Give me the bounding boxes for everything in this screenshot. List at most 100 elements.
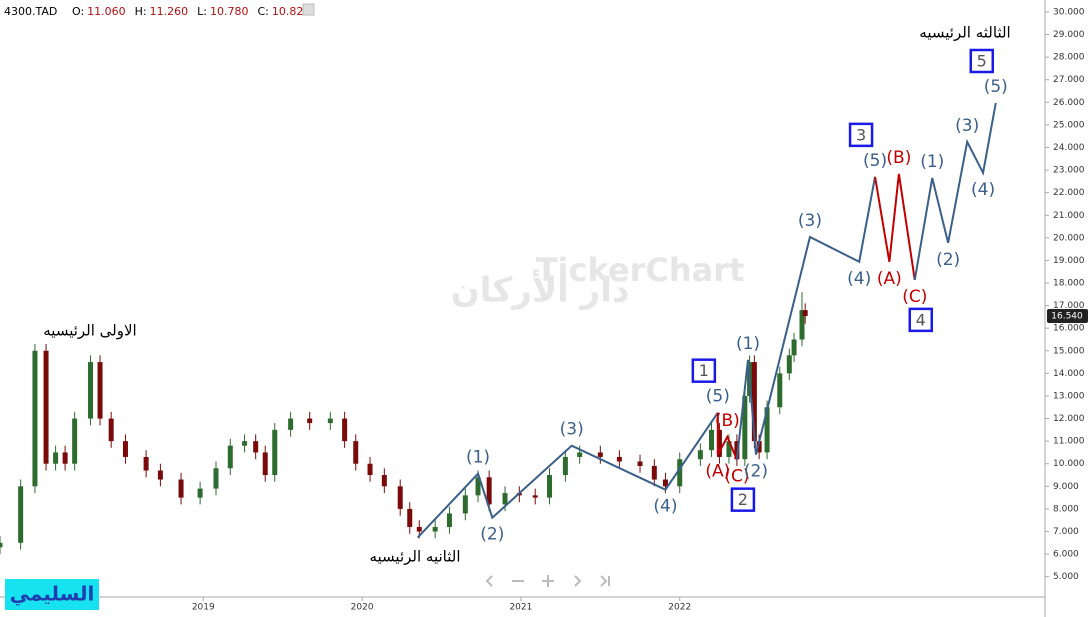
x-tick-label: 2019 bbox=[192, 603, 215, 613]
candle-body bbox=[446, 513, 452, 527]
candle-body bbox=[791, 339, 797, 356]
x-tick-label: 2021 bbox=[509, 603, 532, 613]
ohlc-value: 10.780 bbox=[210, 5, 249, 18]
candle-body bbox=[486, 477, 492, 505]
wave-label: (B) bbox=[886, 148, 911, 168]
candle-body bbox=[708, 429, 714, 451]
candle-body bbox=[367, 463, 373, 476]
y-tick-label: 15.000 bbox=[1053, 346, 1085, 356]
y-tick-label: 20.000 bbox=[1053, 233, 1085, 243]
candle-body bbox=[108, 418, 114, 442]
logo: السليمي bbox=[10, 582, 95, 607]
annotation: الثانيه الرئيسيه bbox=[369, 548, 460, 566]
wave-box-label: 2 bbox=[738, 490, 748, 509]
candle-body bbox=[777, 373, 783, 408]
wave-line bbox=[735, 176, 877, 460]
candle-body bbox=[407, 508, 413, 527]
y-tick-label: 19.000 bbox=[1053, 256, 1085, 266]
ohlc-key: O: bbox=[72, 5, 84, 18]
candle-body bbox=[72, 418, 78, 464]
candle-body bbox=[353, 441, 359, 464]
candle-body bbox=[616, 456, 622, 462]
wave-box bbox=[908, 307, 934, 333]
y-tick-label: 12.000 bbox=[1053, 414, 1085, 424]
candle-body bbox=[197, 488, 203, 498]
wave-label: (A) bbox=[877, 269, 902, 289]
candle-body bbox=[697, 450, 703, 460]
wave-line bbox=[913, 102, 997, 281]
wave-box bbox=[848, 122, 874, 148]
wave-box bbox=[691, 358, 717, 383]
candle-body bbox=[462, 495, 468, 514]
nav-back[interactable] bbox=[485, 575, 493, 587]
wave-box bbox=[969, 48, 995, 74]
candle-body bbox=[577, 452, 583, 457]
wave-label: (4) bbox=[653, 497, 677, 517]
y-tick-label: 27.000 bbox=[1053, 75, 1085, 85]
y-tick-label: 8.000 bbox=[1053, 504, 1079, 514]
candle-body bbox=[751, 362, 757, 442]
ohlc-key: L: bbox=[197, 5, 207, 18]
symbol: 4300.TAD bbox=[4, 5, 57, 18]
nav-end[interactable] bbox=[600, 575, 610, 587]
y-tick-label: 25.000 bbox=[1053, 120, 1085, 130]
nav-forward[interactable] bbox=[574, 575, 582, 587]
wave-label: (5) bbox=[706, 387, 730, 407]
wave-label: (1) bbox=[736, 334, 760, 354]
wave-label: (5) bbox=[984, 77, 1008, 97]
ohlc-value: 10.820 bbox=[272, 5, 311, 18]
annotation: الاولى الرئيسيه bbox=[43, 322, 136, 340]
header-icon[interactable] bbox=[302, 3, 315, 16]
y-tick-label: 11.000 bbox=[1053, 437, 1085, 447]
candle-body bbox=[597, 452, 603, 457]
candle-body bbox=[288, 418, 294, 430]
annotation: الثالثه الرئيسيه bbox=[919, 24, 1010, 42]
candle-body bbox=[416, 526, 422, 532]
candle-body bbox=[327, 418, 333, 424]
y-tick-label: 29.000 bbox=[1053, 30, 1085, 40]
nav-zoom-in[interactable] bbox=[542, 575, 554, 587]
wave-label: (5) bbox=[863, 151, 887, 171]
logo-box bbox=[5, 579, 99, 610]
candle-body bbox=[262, 452, 268, 476]
y-tick-label: 14.000 bbox=[1053, 369, 1085, 379]
candle-body bbox=[0, 542, 3, 548]
candle-body bbox=[786, 355, 792, 374]
y-tick-label: 22.000 bbox=[1053, 188, 1085, 198]
wave-label: (2) bbox=[480, 525, 504, 545]
y-tick-label: 23.000 bbox=[1053, 166, 1085, 176]
wave-label: (B) bbox=[715, 411, 740, 431]
candle-body bbox=[97, 362, 103, 419]
wave-box-label: 3 bbox=[856, 125, 866, 144]
candle-body bbox=[242, 441, 248, 446]
y-tick-label: 5.000 bbox=[1053, 572, 1079, 582]
candle-body bbox=[397, 486, 403, 509]
candle-body bbox=[734, 441, 740, 460]
candle-body bbox=[122, 441, 128, 457]
ohlc-key: C: bbox=[258, 5, 269, 18]
wave-label: (A) bbox=[705, 462, 730, 482]
candle-body bbox=[756, 441, 762, 453]
ohlc-header: O: 11.060 H: 11.260 L: 10.780 C: 10.820 bbox=[72, 5, 310, 18]
wave-label: (3) bbox=[798, 211, 822, 231]
wave-label: (C) bbox=[724, 467, 749, 487]
candle-body bbox=[253, 441, 259, 453]
y-tick-label: 16.000 bbox=[1053, 324, 1085, 334]
y-tick-label: 18.000 bbox=[1053, 279, 1085, 289]
wave-line bbox=[716, 412, 738, 461]
y-tick-label: 13.000 bbox=[1053, 391, 1085, 401]
x-tick-label: 2022 bbox=[668, 603, 691, 613]
wave-line bbox=[874, 173, 916, 281]
y-tick-label: 9.000 bbox=[1053, 482, 1079, 492]
candle-body bbox=[157, 470, 163, 480]
candle-body bbox=[716, 429, 722, 457]
wave-box-label: 1 bbox=[699, 361, 709, 380]
candle-body bbox=[342, 418, 348, 442]
wave-box-label: 4 bbox=[916, 310, 926, 329]
ohlc-value: 11.260 bbox=[150, 5, 189, 18]
candle-body bbox=[742, 395, 748, 460]
wave-label: (4) bbox=[847, 269, 871, 289]
candle-body bbox=[432, 526, 438, 532]
